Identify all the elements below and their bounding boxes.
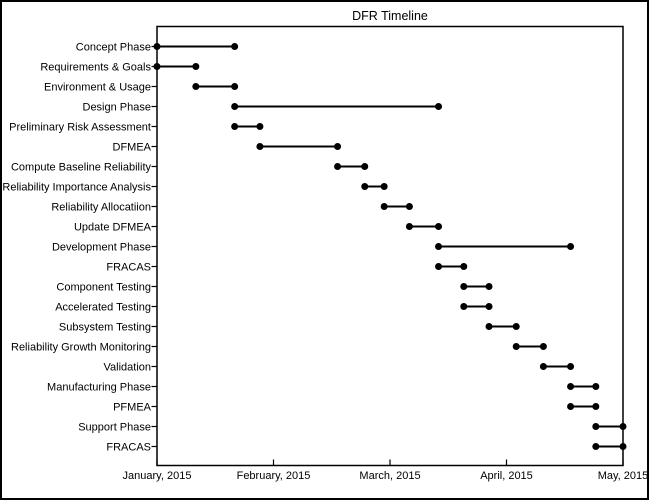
task-label: Concept Phase: [76, 42, 151, 54]
task-start-dot: [460, 283, 468, 290]
chart-title: DFR Timeline: [352, 9, 428, 23]
task-start-dot: [512, 343, 520, 350]
task-end-dot: [512, 323, 520, 330]
x-tick-label: May, 2015: [598, 470, 649, 482]
task-label: Compute Baseline Reliability: [11, 162, 152, 174]
task-label: Development Phase: [52, 242, 151, 254]
task-end-dot: [435, 223, 443, 230]
task-end-dot: [567, 243, 575, 250]
task-start-dot: [485, 323, 493, 330]
task-label: Update DFMEA: [74, 222, 152, 234]
task-end-dot: [361, 163, 369, 170]
task-start-dot: [567, 383, 575, 390]
task-start-dot: [405, 223, 413, 230]
task-label: Support Phase: [78, 422, 151, 434]
task-label: Reliability Growth Monitoring: [11, 342, 151, 354]
task-label: Validation: [104, 362, 152, 374]
task-end-dot: [435, 103, 443, 110]
task-label: Design Phase: [83, 102, 152, 114]
task-label: Reliability Allocatiion: [51, 202, 151, 214]
task-start-dot: [539, 363, 547, 370]
task-end-dot: [405, 203, 413, 210]
task-start-dot: [192, 83, 200, 90]
task-start-dot: [592, 423, 600, 430]
task-label: DFMEA: [113, 142, 152, 154]
task-start-dot: [231, 123, 239, 130]
task-label: Environment & Usage: [44, 82, 151, 94]
task-end-dot: [619, 423, 627, 430]
task-end-dot: [256, 123, 264, 130]
task-label: FRACAS: [106, 262, 151, 274]
task-label: Manufacturing Phase: [47, 382, 151, 394]
task-start-dot: [592, 443, 600, 450]
task-end-dot: [567, 363, 575, 370]
task-end-dot: [380, 183, 388, 190]
task-end-dot: [619, 443, 627, 450]
task-start-dot: [380, 203, 388, 210]
task-end-dot: [231, 83, 239, 90]
task-end-dot: [592, 383, 600, 390]
task-start-dot: [153, 63, 161, 70]
task-label: PFMEA: [113, 402, 152, 414]
task-end-dot: [485, 303, 493, 310]
task-start-dot: [435, 243, 443, 250]
task-start-dot: [361, 183, 369, 190]
task-start-dot: [460, 303, 468, 310]
task-label: Preliminary Risk Assessment: [9, 122, 151, 134]
task-end-dot: [192, 63, 200, 70]
x-tick-label: April, 2015: [480, 470, 533, 482]
task-label: Component Testing: [56, 282, 151, 294]
task-end-dot: [334, 143, 342, 150]
task-label: FRACAS: [106, 442, 151, 454]
task-end-dot: [539, 343, 547, 350]
task-end-dot: [592, 403, 600, 410]
task-start-dot: [435, 263, 443, 270]
task-end-dot: [460, 263, 468, 270]
x-tick-label: February, 2015: [237, 470, 311, 482]
task-label: Accelerated Testing: [55, 302, 151, 314]
task-label: Reliability Importance Analysis: [2, 182, 151, 194]
task-start-dot: [567, 403, 575, 410]
task-start-dot: [153, 43, 161, 50]
task-end-dot: [485, 283, 493, 290]
task-label: Requirements & Goals: [40, 62, 151, 74]
x-tick-label: January, 2015: [123, 470, 192, 482]
task-start-dot: [231, 103, 239, 110]
task-start-dot: [334, 163, 342, 170]
task-start-dot: [256, 143, 264, 150]
task-label: Subsystem Testing: [59, 322, 151, 334]
task-end-dot: [231, 43, 239, 50]
x-tick-label: March, 2015: [359, 470, 420, 482]
